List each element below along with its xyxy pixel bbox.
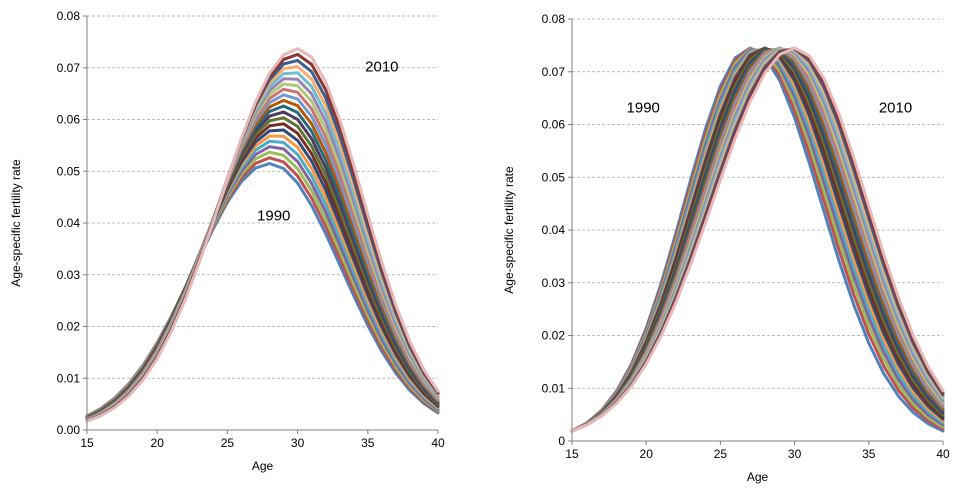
- y-tick-label: 0: [558, 434, 565, 448]
- y-tick-label: 0.05: [57, 164, 81, 178]
- y-tick-label: 0.08: [57, 9, 81, 23]
- chart-panel-fixed-mean: 0.00 0.01 0.02 0.03 0.04 0.05 0.06 0.07 0.08 15 20…: [9, 9, 445, 473]
- x-axis-label: Age: [747, 470, 769, 484]
- y-tick-label: 0.00: [57, 423, 81, 437]
- x-tick-label: 35: [862, 447, 876, 461]
- year-annotation: 1990: [627, 99, 660, 116]
- x-tick-label: 20: [640, 447, 654, 461]
- y-tick-label: 0.04: [542, 223, 566, 237]
- year-annotation: 1990: [257, 207, 290, 224]
- x-tick-label: 25: [714, 447, 728, 461]
- x-tick-label: 35: [361, 436, 375, 450]
- chart-panel-shifting-mean: 0 0.01 0.02 0.03 0.04 0.05 0.06 0.07 0.08 15 20 25 3…: [502, 12, 950, 484]
- x-tick-label: 30: [788, 447, 802, 461]
- y-tick-label: 0.01: [542, 381, 566, 395]
- x-tick-label: 20: [151, 436, 165, 450]
- y-tick-label: 0.03: [57, 268, 81, 282]
- series-line: [85, 47, 440, 423]
- x-tick-label: 15: [80, 436, 94, 450]
- x-tick-label: 30: [291, 436, 305, 450]
- y-axis-label: Age-specific fertility rate: [9, 159, 23, 287]
- x-tick-label: 40: [936, 447, 950, 461]
- series-line: [570, 46, 945, 433]
- y-tick-label: 0.06: [542, 118, 566, 132]
- y-tick-label: 0.01: [57, 371, 81, 385]
- year-annotation: 2010: [879, 99, 912, 116]
- year-annotation: 2010: [365, 58, 398, 75]
- y-axis-label: Age-specific fertility rate: [502, 166, 516, 294]
- y-tick-label: 0.06: [57, 113, 81, 127]
- x-tick-label: 25: [221, 436, 235, 450]
- y-tick-label: 0.02: [57, 320, 81, 334]
- y-tick-label: 0.07: [57, 61, 81, 75]
- x-tick-label: 15: [565, 447, 579, 461]
- y-tick-label: 0.07: [542, 65, 566, 79]
- x-axis-label: Age: [252, 459, 274, 473]
- y-tick-label: 0.08: [542, 12, 566, 26]
- y-tick-label: 0.04: [57, 216, 81, 230]
- x-tick-label: 40: [431, 436, 445, 450]
- y-tick-label: 0.02: [542, 329, 566, 343]
- y-tick-label: 0.05: [542, 170, 566, 184]
- y-tick-label: 0.03: [542, 276, 566, 290]
